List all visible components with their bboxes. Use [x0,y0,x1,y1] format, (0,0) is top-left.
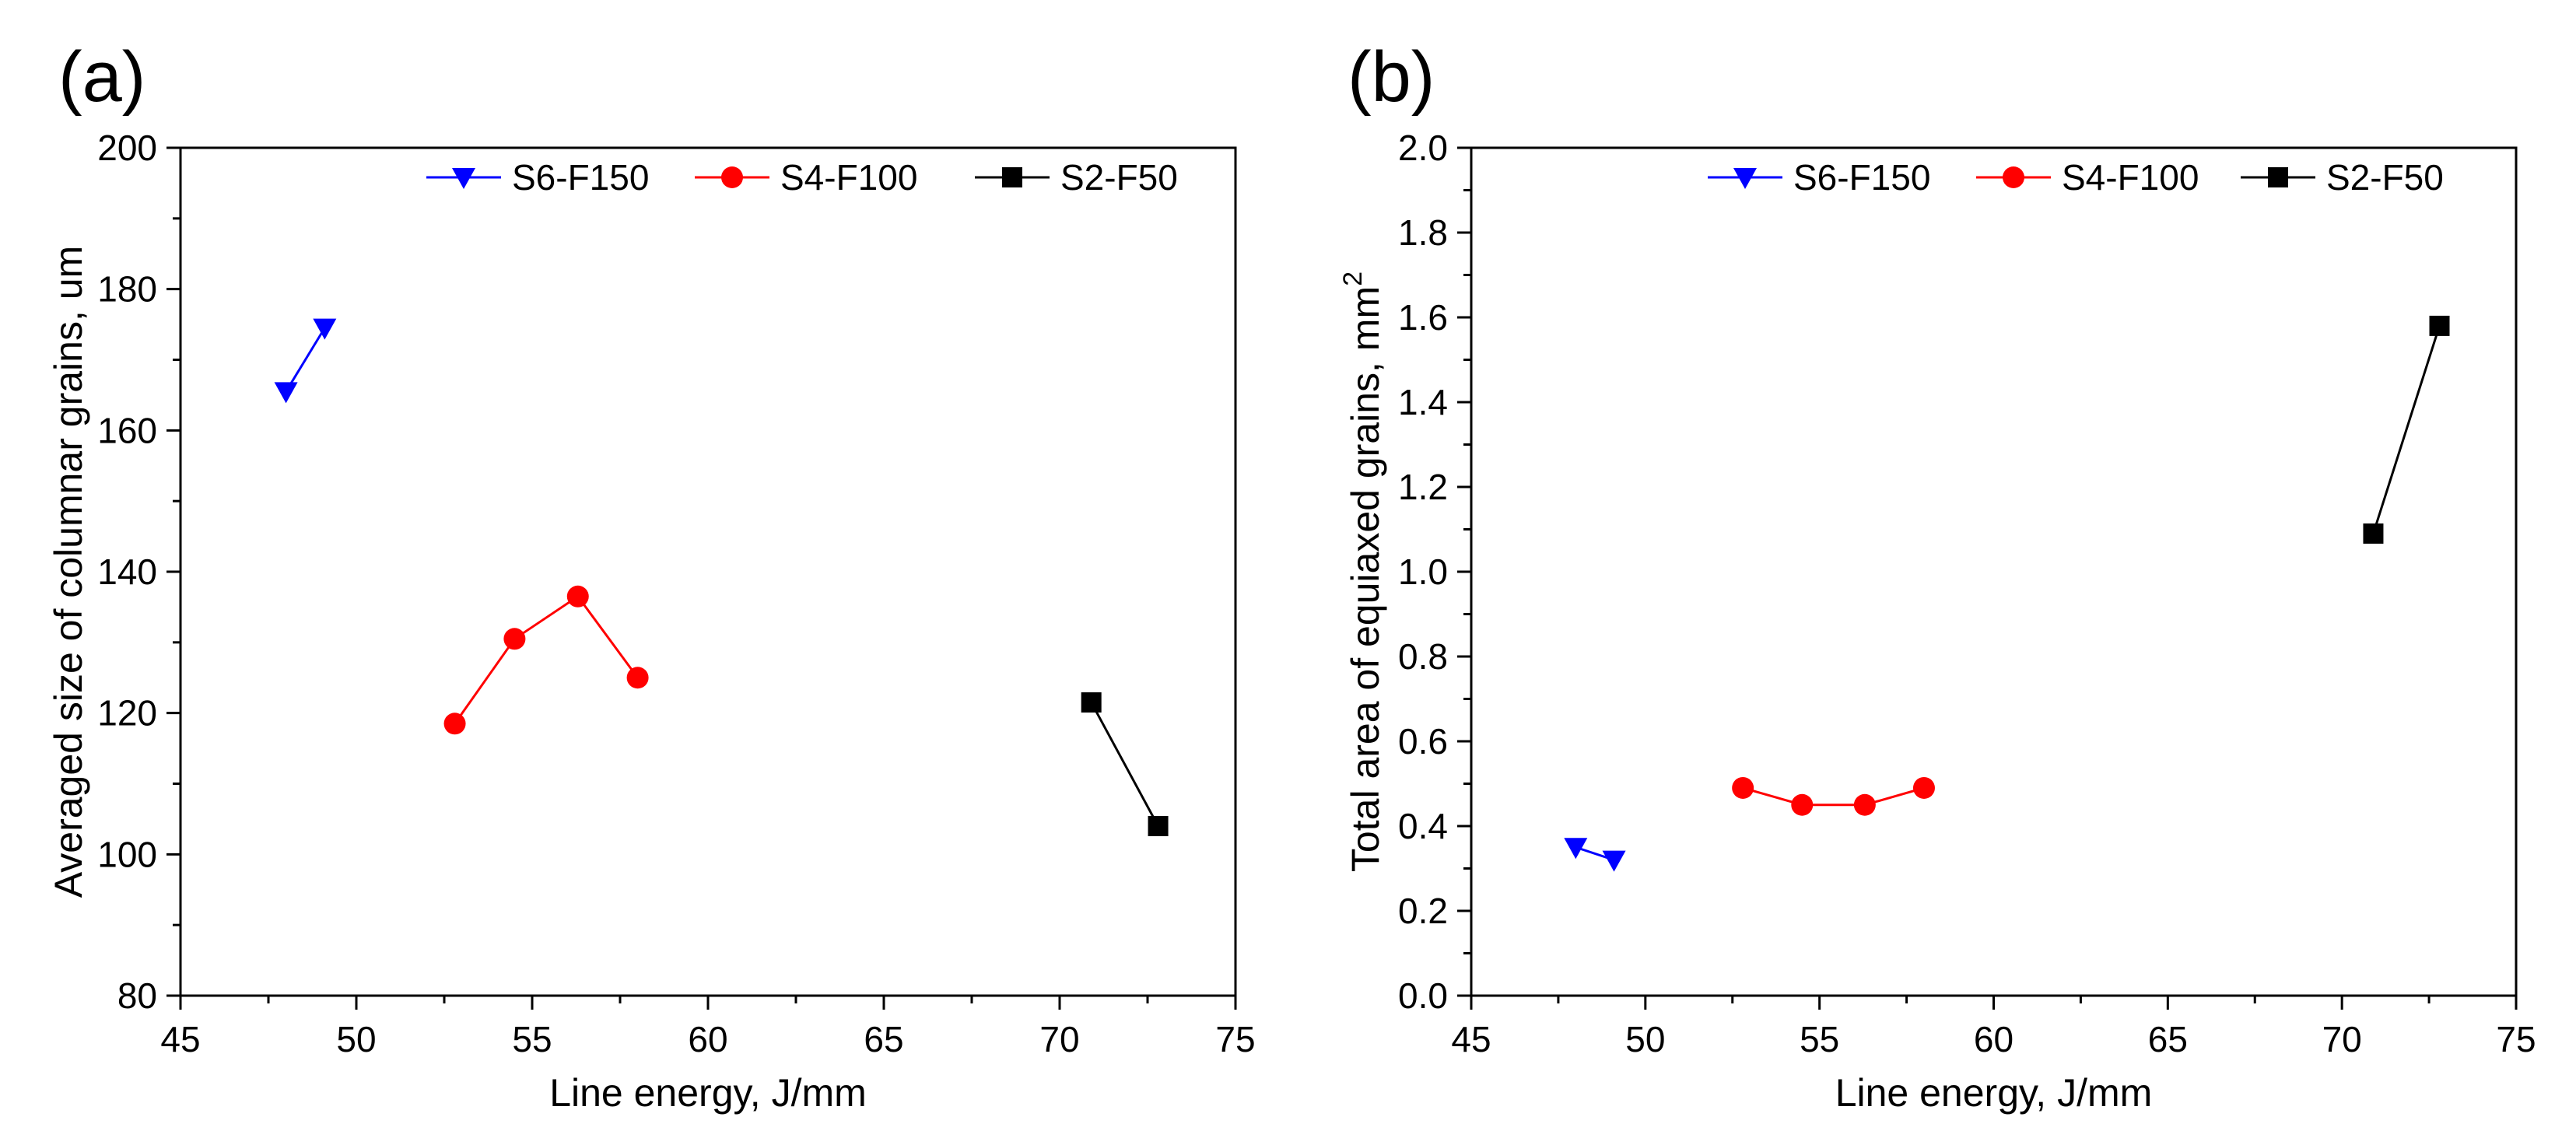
y-tick-label: 180 [97,269,157,310]
data-point [1791,793,1814,816]
legend-label: S6-F150 [512,157,649,198]
x-tick-label: 55 [512,1019,552,1059]
series-line [2372,325,2441,534]
data-point [274,382,298,404]
chart-panel-1: (b) 45 50 55 60 65 70 75 0.0 0.2 0.4 0.6 0.8 1.0 1.2 1.… [1338,37,2536,1115]
data-point [1912,776,1935,799]
data-point [1081,692,1102,713]
series-line [1742,786,1925,807]
x-tick-label: 70 [2322,1019,2362,1059]
y-tick-label: 160 [97,410,157,450]
y-tick-label: 100 [97,834,157,874]
x-tick-label: 50 [336,1019,376,1059]
y-tick-label: 140 [97,551,157,592]
data-point [313,318,337,340]
data-point [1853,793,1876,816]
data-point [626,667,649,689]
x-tick-label: 75 [1215,1019,1255,1059]
series-line [1090,702,1159,827]
y-axis-title: Averaged size of columnar grains, um [47,246,90,898]
data-point [1602,850,1626,872]
legend-marker [2268,167,2288,187]
y-tick-label: 1.6 [1398,297,1448,338]
y-tick-label: 200 [97,128,157,168]
legend-marker [721,166,743,188]
x-tick-label: 60 [1974,1019,2013,1059]
y-tick-label: 120 [97,693,157,734]
series-S2-F50 [1081,692,1169,836]
y-tick-label: 0.2 [1398,891,1448,931]
panel-label: (a) [58,37,145,117]
legend-label: S2-F50 [2326,157,2444,198]
y-tick-label: 2.0 [1398,128,1448,168]
y-tick-label: 80 [117,975,157,1016]
x-tick-label: 45 [1451,1019,1491,1059]
series-S2-F50 [2363,315,2450,544]
x-tick-label: 60 [688,1019,727,1059]
legend-marker [1733,168,1757,189]
y-tick-label: 1.4 [1398,382,1448,422]
chart-panel-0: (a) 45 50 55 60 65 70 75 80 100 120 140 160 180 200 Lin… [47,37,1256,1115]
legend-label: S6-F150 [1793,157,1930,198]
legend-marker [1002,167,1022,187]
series-S4-F100 [1732,776,1935,816]
plot-frame [179,146,1237,997]
y-axis-title-text: Averaged size of columnar grains, um [47,246,90,898]
x-axis-title: Line energy, J/mm [549,1071,867,1115]
y-axis-title-text: Total area of equiaxed grains, mm [1344,286,1387,872]
y-tick-label: 0.4 [1398,806,1448,846]
y-tick-label: 0.6 [1398,721,1448,762]
panel-label: (b) [1348,37,1435,117]
legend: S6-F150 S4-F100 S2-F50 [426,157,1178,198]
y-tick-label: 1.8 [1398,212,1448,253]
legend: S6-F150 S4-F100 S2-F50 [1708,157,2444,198]
series-line [285,327,326,393]
legend-label: S4-F100 [2062,157,2199,198]
y-tick-label: 1.2 [1398,467,1448,507]
data-point [1148,816,1169,836]
x-tick-label: 65 [2148,1019,2188,1059]
data-point [443,713,466,735]
data-point [503,628,526,650]
data-point [1564,838,1588,860]
legend-marker [2003,166,2024,188]
data-point [2363,523,2384,544]
series-S6-F150 [1564,838,1626,872]
x-tick-label: 50 [1625,1019,1665,1059]
series-S6-F150 [274,318,337,404]
x-tick-label: 65 [864,1019,903,1059]
y-axis-title: Total area of equiaxed grains, mm2 [1338,271,1387,872]
y-tick-label: 0.0 [1398,975,1448,1016]
legend-label: S2-F50 [1060,157,1178,198]
series-S4-F100 [443,585,649,735]
x-tick-label: 45 [160,1019,200,1059]
y-tick-label: 1.0 [1398,551,1448,592]
plot-frame [1470,146,2518,997]
data-point [1732,776,1754,799]
x-axis-title: Line energy, J/mm [1835,1071,2153,1115]
y-tick-label: 0.8 [1398,636,1448,677]
x-tick-label: 55 [1800,1019,1839,1059]
x-tick-label: 75 [2496,1019,2536,1059]
series-line [454,594,639,725]
x-tick-label: 70 [1039,1019,1079,1059]
data-point [566,585,589,608]
legend-marker [452,168,475,189]
legend-label: S4-F100 [780,157,917,198]
y-axis-title-superscript: 2 [1338,271,1368,286]
data-point [2429,315,2450,336]
